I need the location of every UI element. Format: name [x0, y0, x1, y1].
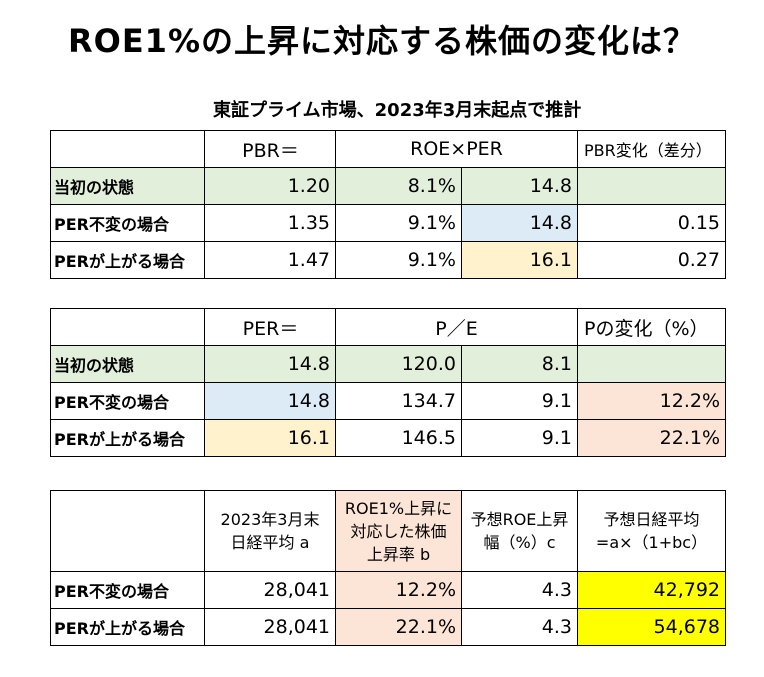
- table-row: PERが上がる場合 16.1 146.5 9.1 22.1%: [50, 419, 726, 457]
- header-nikkei-a: 2023年3月末 日経平均 a: [204, 490, 336, 572]
- rate-b-value: 12.2%: [335, 571, 462, 609]
- p-value: 134.7: [335, 382, 462, 420]
- header-text: ROE1%上昇に 対応した株価 上昇率 b: [344, 498, 453, 564]
- per-value: 16.1: [204, 419, 336, 457]
- row-label: 当初の状態: [50, 345, 205, 383]
- e-value: 9.1: [461, 382, 578, 420]
- table-header-row: PER＝ P／E Pの変化（%）: [50, 308, 726, 346]
- header-empty: [50, 490, 205, 572]
- table-row: 当初の状態 1.20 8.1% 14.8: [50, 167, 726, 205]
- row-label: PERが上がる場合: [50, 241, 205, 279]
- row-label: PER不変の場合: [50, 204, 205, 242]
- rate-b-value: 22.1%: [335, 608, 462, 646]
- table-row: PER不変の場合 1.35 9.1% 14.8 0.15: [50, 204, 726, 242]
- header-text: 予想ROE上昇 幅（%）c: [470, 510, 569, 552]
- row-label: PERが上がる場合: [50, 419, 205, 457]
- table-row: PERが上がる場合 28,041 22.1% 4.3 54,678: [50, 608, 726, 646]
- header-roe-per: ROE×PER: [335, 130, 578, 168]
- nikkei-a-value: 28,041: [204, 571, 336, 609]
- roe-value: 8.1%: [335, 167, 462, 205]
- header-pbr-change: PBR変化（差分）: [577, 130, 726, 168]
- header-per: PER＝: [204, 308, 336, 346]
- table-row: 当初の状態 14.8 120.0 8.1: [50, 345, 726, 383]
- pbr-table: PBR＝ ROE×PER PBR変化（差分） 当初の状態 1.20 8.1% 1…: [50, 130, 726, 279]
- p-value: 120.0: [335, 345, 462, 383]
- table-row: PERが上がる場合 1.47 9.1% 16.1 0.27: [50, 241, 726, 279]
- header-pbr: PBR＝: [204, 130, 336, 168]
- nikkei-a-value: 28,041: [204, 608, 336, 646]
- p-change-value: [577, 345, 726, 383]
- forecast-value: 42,792: [577, 571, 726, 609]
- pbr-change-value: 0.27: [577, 241, 726, 279]
- table-header-row: PBR＝ ROE×PER PBR変化（差分）: [50, 130, 726, 168]
- per-value: 14.8: [461, 167, 578, 205]
- row-label: PERが上がる場合: [50, 608, 205, 646]
- row-label: PER不変の場合: [50, 382, 205, 420]
- per-value: 14.8: [204, 345, 336, 383]
- page-subtitle: 東証プライム市場、2023年3月末起点で推計: [213, 100, 582, 121]
- row-label: 当初の状態: [50, 167, 205, 205]
- roe-value: 9.1%: [335, 241, 462, 279]
- per-value: 14.8: [204, 382, 336, 420]
- header-p-e: P／E: [335, 308, 578, 346]
- p-change-value: 12.2%: [577, 382, 726, 420]
- table-row: PER不変の場合 14.8 134.7 9.1 12.2%: [50, 382, 726, 420]
- header-p-change: Pの変化（%）: [577, 308, 726, 346]
- pbr-value: 1.35: [204, 204, 336, 242]
- per-value: 16.1: [461, 241, 578, 279]
- header-roe-c: 予想ROE上昇 幅（%）c: [461, 490, 578, 572]
- header-text: 予想日経平均 =a×（1+bc）: [595, 510, 708, 552]
- table-header-row: 2023年3月末 日経平均 a ROE1%上昇に 対応した株価 上昇率 b 予想…: [50, 490, 726, 572]
- roe-c-value: 4.3: [461, 608, 578, 646]
- pbr-value: 1.20: [204, 167, 336, 205]
- header-forecast: 予想日経平均 =a×（1+bc）: [577, 490, 726, 572]
- p-value: 146.5: [335, 419, 462, 457]
- pbr-change-value: [577, 167, 726, 205]
- header-text: 2023年3月末 日経平均 a: [220, 510, 320, 552]
- header-empty: [50, 308, 205, 346]
- e-value: 8.1: [461, 345, 578, 383]
- page-title: ROE1%の上昇に対応する株価の変化は？: [67, 22, 697, 60]
- per-value: 14.8: [461, 204, 578, 242]
- row-label: PER不変の場合: [50, 571, 205, 609]
- per-table: PER＝ P／E Pの変化（%） 当初の状態 14.8 120.0 8.1 PE…: [50, 308, 726, 457]
- pbr-change-value: 0.15: [577, 204, 726, 242]
- forecast-value: 54,678: [577, 608, 726, 646]
- table-row: PER不変の場合 28,041 12.2% 4.3 42,792: [50, 571, 726, 609]
- nikkei-forecast-table: 2023年3月末 日経平均 a ROE1%上昇に 対応した株価 上昇率 b 予想…: [50, 490, 726, 646]
- header-rate-b: ROE1%上昇に 対応した株価 上昇率 b: [335, 490, 462, 572]
- p-change-value: 22.1%: [577, 419, 726, 457]
- header-empty: [50, 130, 205, 168]
- roe-value: 9.1%: [335, 204, 462, 242]
- e-value: 9.1: [461, 419, 578, 457]
- roe-c-value: 4.3: [461, 571, 578, 609]
- pbr-value: 1.47: [204, 241, 336, 279]
